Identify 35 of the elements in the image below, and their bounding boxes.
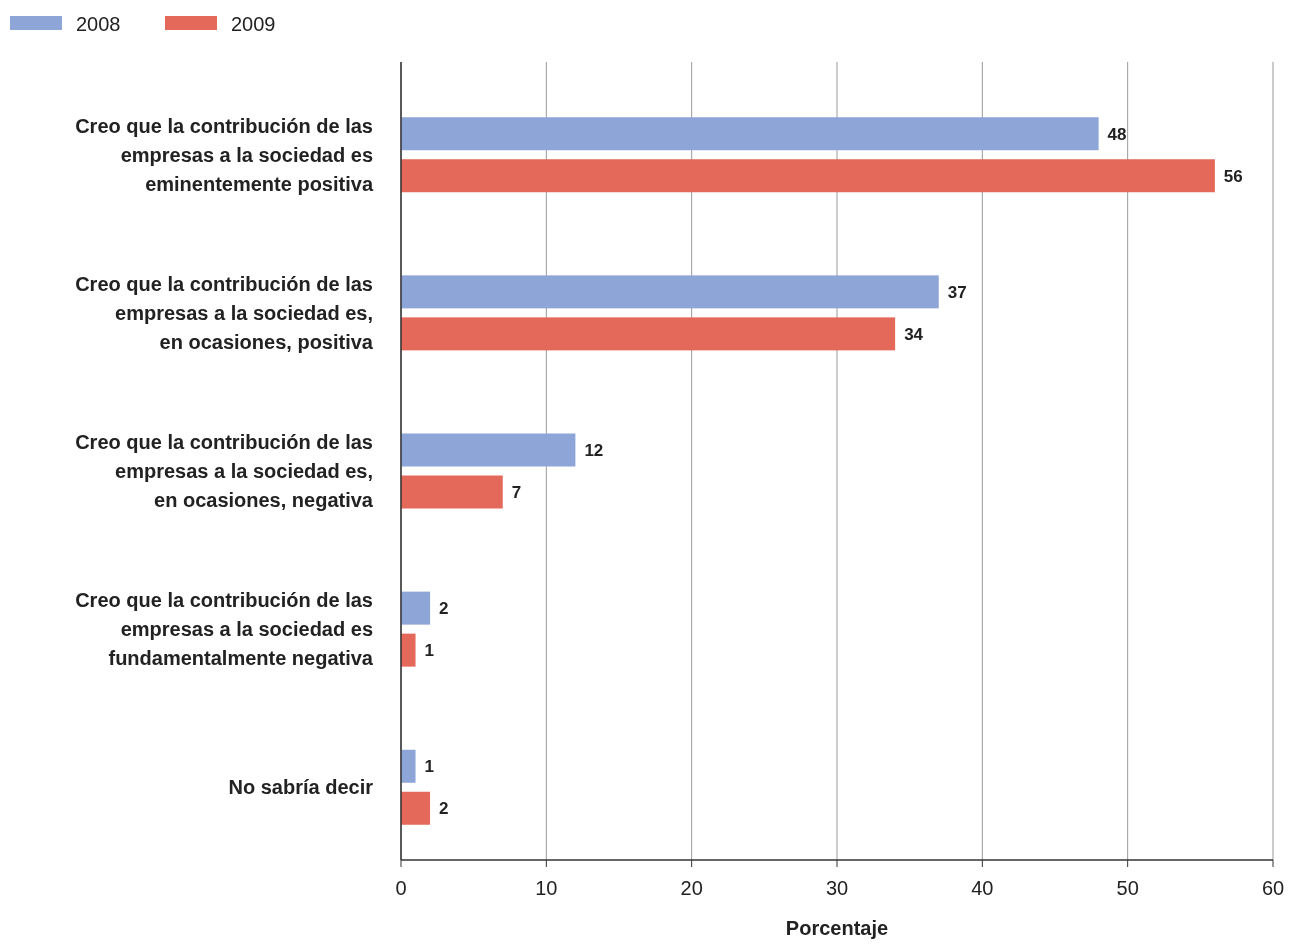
bar xyxy=(401,433,576,467)
legend-label: 2008 xyxy=(76,13,121,35)
bar xyxy=(401,749,416,783)
bar xyxy=(401,117,1099,151)
x-tick-label: 50 xyxy=(1116,877,1139,899)
bar xyxy=(401,791,431,825)
data-label: 37 xyxy=(947,282,967,302)
y-tick-label: Creo que la contribución de las empresas a la sociedad es, en ocasiones, positiva xyxy=(75,272,374,353)
x-tick-label: 0 xyxy=(395,877,407,899)
data-label: 34 xyxy=(904,324,924,344)
bar xyxy=(401,159,1215,193)
x-tick-label: 30 xyxy=(825,877,849,899)
legend-label: 2009 xyxy=(231,13,276,35)
bar xyxy=(401,475,503,509)
y-tick-label: Creo que la contribución de las empresas a la sociedad es eminentemente positiva xyxy=(75,114,374,195)
y-tick-label: Creo que la contribución de las empresas a la sociedad es fundamentalmente negativa xyxy=(75,589,374,670)
data-label: 2 xyxy=(439,799,449,819)
data-label: 56 xyxy=(1223,166,1243,186)
bar xyxy=(401,275,939,309)
data-label: 2 xyxy=(439,599,449,619)
data-label: 7 xyxy=(511,483,522,502)
x-axis-title: Porcentaje xyxy=(785,917,889,939)
x-tick-label: 40 xyxy=(971,877,994,899)
data-label: 1 xyxy=(424,641,434,661)
data-label: 1 xyxy=(424,757,434,777)
data-label: 48 xyxy=(1107,124,1127,144)
x-tick-label: 20 xyxy=(680,877,703,899)
y-tick-label: Creo que la contribución de las empresas a la sociedad es, en ocasiones, negativa xyxy=(75,431,374,511)
data-label: 12 xyxy=(584,441,604,460)
bar xyxy=(401,633,416,667)
x-tick-label: 60 xyxy=(1261,877,1285,899)
y-tick-label: No sabría decir xyxy=(228,776,374,799)
x-tick-label: 10 xyxy=(535,877,558,899)
bar xyxy=(401,317,896,351)
bar xyxy=(401,591,431,625)
